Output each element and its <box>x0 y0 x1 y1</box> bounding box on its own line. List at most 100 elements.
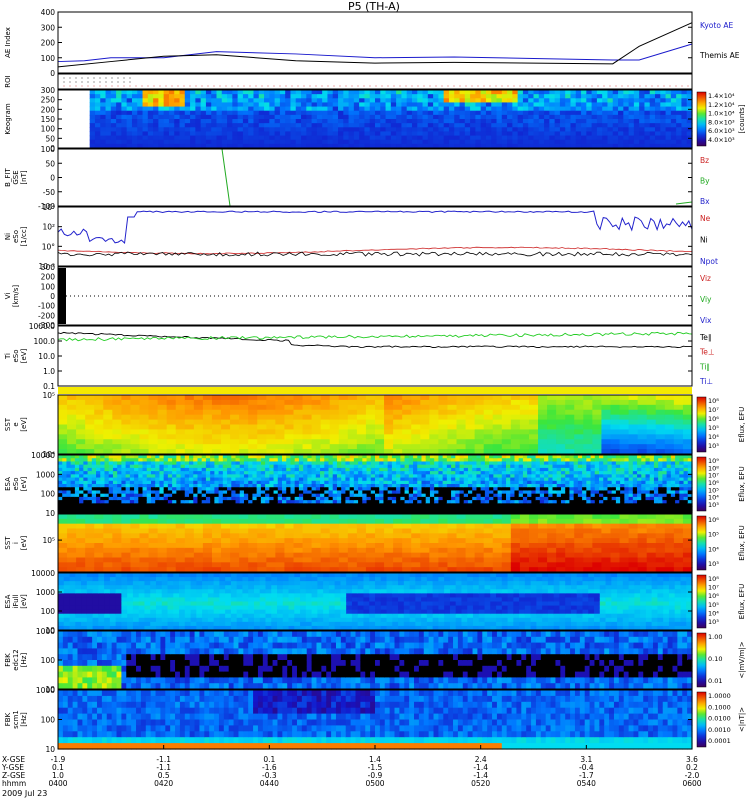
keogram-cell <box>158 136 164 141</box>
sst_e-cell <box>429 420 439 426</box>
keogram-cell <box>116 107 122 112</box>
keogram-cell <box>349 115 355 120</box>
sst_e-cell <box>357 425 367 431</box>
keogram-cell <box>106 115 112 120</box>
sst_e-cell <box>520 420 530 426</box>
keogram-cell <box>629 115 635 120</box>
keogram-cell <box>423 98 429 103</box>
keogram-cell <box>127 111 133 116</box>
sst_e-cell <box>76 434 86 440</box>
sst_e-cell <box>457 425 467 431</box>
keogram-cell <box>317 123 323 128</box>
keogram-cell <box>576 140 582 145</box>
keogram-cell <box>502 115 508 120</box>
keogram-cell <box>644 115 650 120</box>
keogram-cell <box>460 140 466 145</box>
keogram-cell <box>396 90 402 95</box>
keogram-cell <box>428 107 434 112</box>
sst_e-cell <box>366 434 376 440</box>
keogram-cell <box>280 140 286 145</box>
keogram-cell <box>650 107 656 112</box>
keogram-cell <box>100 131 106 136</box>
keogram-cell <box>433 136 439 141</box>
keogram-cell <box>201 127 207 132</box>
sst_e-cell <box>402 400 412 406</box>
keogram-cell <box>676 127 682 132</box>
keogram-cell <box>338 111 344 116</box>
sst_e-cell <box>330 405 340 411</box>
keogram-cell <box>95 115 101 120</box>
keogram-cell <box>613 131 619 136</box>
sst_e-cell <box>402 434 412 440</box>
keogram-cell <box>90 111 96 116</box>
sst_e-cell <box>284 439 294 445</box>
sst_e-cell <box>538 410 548 416</box>
sst_e-cell <box>158 400 168 406</box>
keogram-cell <box>623 115 629 120</box>
sst_e-cell <box>647 410 657 416</box>
sst_e-cell <box>538 439 548 445</box>
keogram-cell <box>523 102 529 107</box>
keogram-cell <box>666 90 672 95</box>
sst_e-cell <box>592 395 602 401</box>
keogram-cell <box>565 136 571 141</box>
keogram-cell <box>143 115 149 120</box>
sst_e-cell <box>484 420 494 426</box>
sst_e-cell <box>230 425 240 431</box>
keogram-cell <box>333 115 339 120</box>
keogram-cell <box>644 131 650 136</box>
keogram-cell <box>417 131 423 136</box>
ae-legend-0: Kyoto AE <box>700 21 733 30</box>
keogram-cell <box>681 94 687 99</box>
keogram-cell <box>549 107 555 112</box>
keogram-cell <box>327 123 333 128</box>
keogram-cell <box>290 98 296 103</box>
sst_e-cell <box>321 395 331 401</box>
keogram-cell <box>438 119 444 124</box>
keogram-cell <box>597 123 603 128</box>
keogram-cell <box>253 140 259 145</box>
keogram-cell <box>116 127 122 132</box>
sst_e-cell <box>583 395 593 401</box>
sst_e-cell <box>221 400 231 406</box>
keogram-cell <box>475 98 481 103</box>
keogram-cell <box>528 127 534 132</box>
sst_e-cell <box>629 395 639 401</box>
sst_e-cell <box>112 400 122 406</box>
keogram-cell <box>639 123 645 128</box>
keogram-cell <box>317 119 323 124</box>
keogram-cell <box>586 131 592 136</box>
roi-dot <box>214 86 215 87</box>
keogram-cell <box>534 131 540 136</box>
roi-dot <box>334 86 335 87</box>
keogram-cell <box>143 111 149 116</box>
keogram-cell <box>565 90 571 95</box>
keogram-cell <box>428 123 434 128</box>
sst_e-cell <box>185 405 195 411</box>
roi-dot <box>178 86 179 87</box>
sst_e-cell <box>565 400 575 406</box>
keogram-cell <box>581 115 587 120</box>
keogram-cell <box>475 136 481 141</box>
keogram-cell <box>428 98 434 103</box>
sst_e-cell <box>312 395 322 401</box>
keogram-cell <box>486 98 492 103</box>
keogram-cell <box>253 119 259 124</box>
keogram-cell <box>312 98 318 103</box>
sst_e-cell <box>112 434 122 440</box>
keogram-cell <box>454 136 460 141</box>
keogram-cell <box>201 102 207 107</box>
roi-dot <box>64 78 65 79</box>
keogram-cell <box>248 123 254 128</box>
roi-dot <box>616 86 617 87</box>
keogram-cell <box>676 90 682 95</box>
keogram-cell <box>497 107 503 112</box>
sst_e-cell <box>493 420 503 426</box>
sst_e-cell <box>547 410 557 416</box>
sst_e-cell <box>348 395 358 401</box>
sst_e-cell <box>629 425 639 431</box>
keogram-cell <box>470 136 476 141</box>
keogram-cell <box>666 107 672 112</box>
keogram-cell <box>650 123 656 128</box>
